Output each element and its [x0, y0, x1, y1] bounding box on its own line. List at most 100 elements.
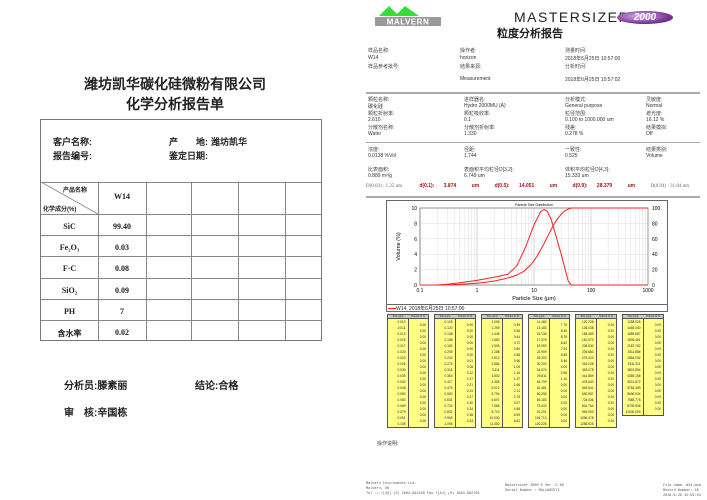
table-row: 104.713 0.00 — [529, 415, 569, 423]
footer-file: File name: W14.mea Record Number: 28 201… — [663, 484, 701, 499]
x-tick-label: 0.1 — [417, 288, 424, 294]
frequency-curve — [420, 209, 648, 286]
volume-cell: 0.00 — [419, 359, 426, 363]
footer-line: Serial Number : MAL1095572 — [505, 489, 560, 493]
d003-value: D(0.03) : 1.25 um — [366, 184, 402, 189]
table-row: 1.096 — [435, 421, 475, 427]
param-value: 6.749 um — [464, 173, 485, 179]
size-cell: 1.660 — [482, 337, 503, 343]
table-row: 0.035 0.00 — [388, 373, 428, 381]
size-cell: 0.955 — [435, 415, 456, 421]
size-cell: 416.869 — [576, 373, 597, 379]
y2-tick-label: 80 — [652, 221, 658, 227]
volume-cell: 0.00 — [560, 395, 567, 399]
size-cell: 1905.461 — [623, 337, 644, 343]
volume-cell — [409, 424, 429, 430]
size-cell: 630.957 — [576, 391, 597, 397]
table-row: 4365.158 0.00 — [623, 373, 663, 381]
x-tick-label: 100 — [587, 288, 596, 294]
table-row: 7585.776 0.00 — [623, 397, 663, 405]
volume-cell: 0.00 — [654, 383, 661, 387]
volume-cell: 1.10 — [560, 377, 567, 381]
table-row: 0.069 0.00 — [388, 403, 428, 411]
y-tick-label: 2 — [414, 268, 417, 274]
component-name: Fe₂O₃ — [59, 243, 80, 252]
component-name: 含水率 — [57, 329, 82, 338]
size-cell: 22.909 — [529, 349, 550, 355]
table-row: 1.096 0.49 — [482, 319, 522, 327]
table-row: 208.930 0.00 — [576, 343, 616, 351]
size-table: Size (μm) Volume In % 120.226 0.00 138.038 0.… — [575, 314, 617, 428]
table-row: 11.482 — [482, 421, 522, 427]
table-row: 1.445 0.64 — [482, 331, 522, 339]
param-label: 颗粒吸收率: — [464, 111, 491, 117]
size-cell: 19.953 — [529, 343, 550, 349]
analyst: 分析员:滕素丽 — [64, 377, 127, 392]
table-row: 19.953 7.94 — [529, 343, 569, 351]
table-row: 478.630 0.00 — [576, 379, 616, 387]
chart-title: Particle Size Distribution — [515, 203, 553, 207]
size-cell: 2187.762 — [623, 343, 644, 349]
volume-cell — [644, 412, 664, 418]
size-cell: 2511.886 — [623, 349, 644, 355]
size-cell: 1659.587 — [623, 331, 644, 337]
company-name: 潍坊凯华碳化硅微粉有限公司 — [84, 76, 266, 92]
table-row: 0.010 0.00 — [388, 319, 428, 327]
component-name: SiO₂ — [61, 286, 78, 295]
param-label: 比表面积: — [368, 167, 390, 173]
table-row: 0.240 0.01 — [435, 355, 475, 363]
d09-value: 28.379 — [596, 183, 613, 189]
volume-cell: 0.00 — [466, 353, 473, 357]
size-cell: 1.096 — [435, 421, 456, 427]
size-cell: 0.030 — [388, 367, 409, 373]
y-tick-label: 4 — [414, 252, 417, 258]
param-value: 16.12 % — [646, 117, 665, 123]
volume-cell: 0.00 — [654, 389, 661, 393]
table-row: 831.764 0.00 — [576, 403, 616, 411]
size-cell: 0.079 — [388, 409, 409, 415]
table-row: 3.802 1.37 — [482, 373, 522, 381]
volume-cell: 4.58 — [513, 407, 520, 411]
table-row: 181.970 0.00 — [576, 337, 616, 345]
param-label: 遮光度: — [646, 111, 663, 117]
y-tick-label: 6 — [414, 237, 417, 243]
size-cell: 6606.934 — [623, 391, 644, 397]
table-row: 0.158 0.00 — [435, 337, 475, 345]
table-row: 15.136 8.78 — [529, 331, 569, 339]
volume-header: Volume In % — [410, 315, 426, 318]
info-label: 操作者: — [460, 48, 477, 54]
table-row: 13.183 8.46 — [529, 325, 569, 333]
size-header: Size (μm) — [533, 315, 545, 318]
size-cell: 158.489 — [576, 331, 597, 337]
table-row: 0.023 0.00 — [388, 355, 428, 363]
d01-label: d(0.1): — [419, 183, 435, 189]
param-value: 1.744 — [464, 153, 477, 159]
volume-cell: 8.46 — [560, 329, 567, 333]
volume-cell: 0.00 — [607, 383, 614, 387]
table-row: 0.182 0.00 — [435, 343, 475, 351]
table-row: 1445.440 0.00 — [623, 325, 663, 333]
volume-cell: 0.00 — [466, 329, 473, 333]
size-cell: 15.136 — [529, 331, 550, 337]
param-value: 0.0138 %Vol — [368, 153, 397, 159]
table-row: 1096.478 0.00 — [576, 415, 616, 423]
diagonal-divider — [41, 182, 98, 214]
table-row: 3801.894 0.00 — [623, 367, 663, 375]
size-cell: 1258.925 — [576, 421, 597, 427]
table-row: 39.811 1.10 — [529, 373, 569, 381]
size-cell: 104.713 — [529, 415, 550, 421]
volume-cell: 0.64 — [513, 335, 520, 339]
table-row: 69.183 0.00 — [529, 397, 569, 405]
volume-cell: 0.00 — [607, 365, 614, 369]
volume-cell: 0.00 — [654, 377, 661, 381]
volume-cell: 5.69 — [513, 413, 520, 417]
table-row: 1.259 0.56 — [482, 325, 522, 333]
size-cell: 2.188 — [482, 349, 503, 355]
y-tick-label: 8 — [414, 221, 417, 227]
table-row: 3311.311 0.00 — [623, 361, 663, 369]
size-cell: 5754.399 — [623, 385, 644, 391]
table-row: 0.120 0.00 — [435, 325, 475, 333]
volume-cell: 0.00 — [607, 347, 614, 351]
volume-cell: 0.49 — [513, 323, 520, 327]
table-row: 60.256 0.00 — [529, 391, 569, 399]
